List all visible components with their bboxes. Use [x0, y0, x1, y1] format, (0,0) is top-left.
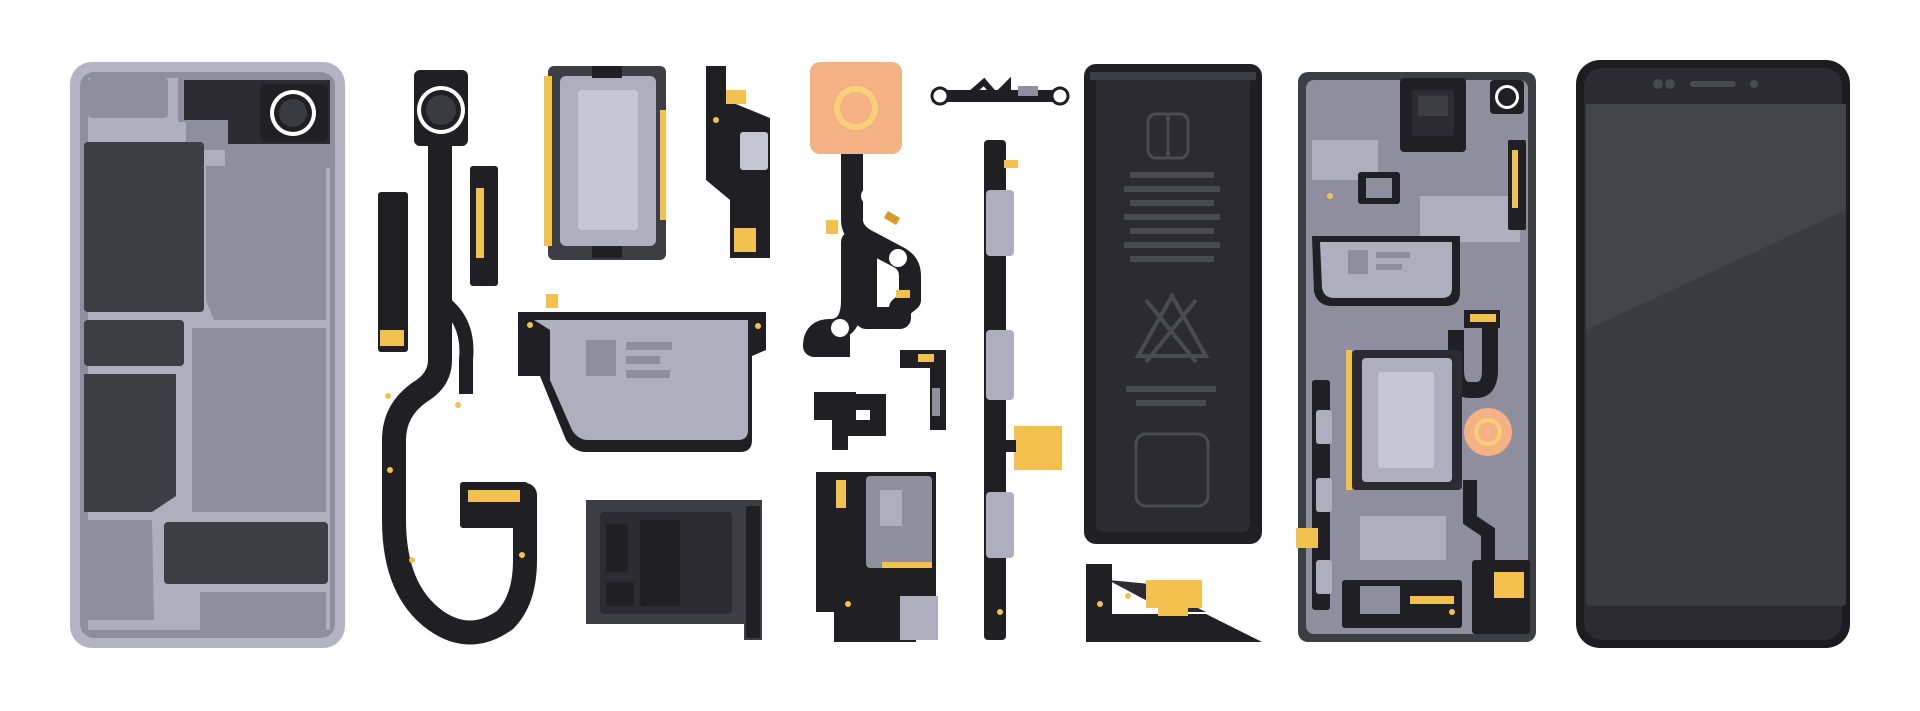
sim-card-tray	[586, 500, 762, 640]
front-display-phone	[1576, 60, 1850, 648]
battery-pack	[1084, 64, 1262, 544]
charging-port-flex	[814, 392, 938, 642]
main-logic-chip	[544, 66, 666, 260]
assembled-mainboard	[1296, 72, 1536, 642]
fingerprint-sensor-flex	[803, 62, 921, 357]
front-camera-icon	[1653, 79, 1663, 89]
vibration-connector	[900, 350, 946, 430]
battery-connector-flex	[1086, 564, 1262, 642]
speaker-module	[518, 294, 766, 452]
rear-camera-flex-cable	[378, 70, 537, 645]
power-volume-button-flex	[984, 140, 1062, 640]
small-flex-connector	[706, 66, 770, 258]
back-cover-panel	[70, 62, 345, 648]
top-sensor-flex	[930, 76, 1070, 106]
earpiece-icon	[1690, 81, 1736, 87]
